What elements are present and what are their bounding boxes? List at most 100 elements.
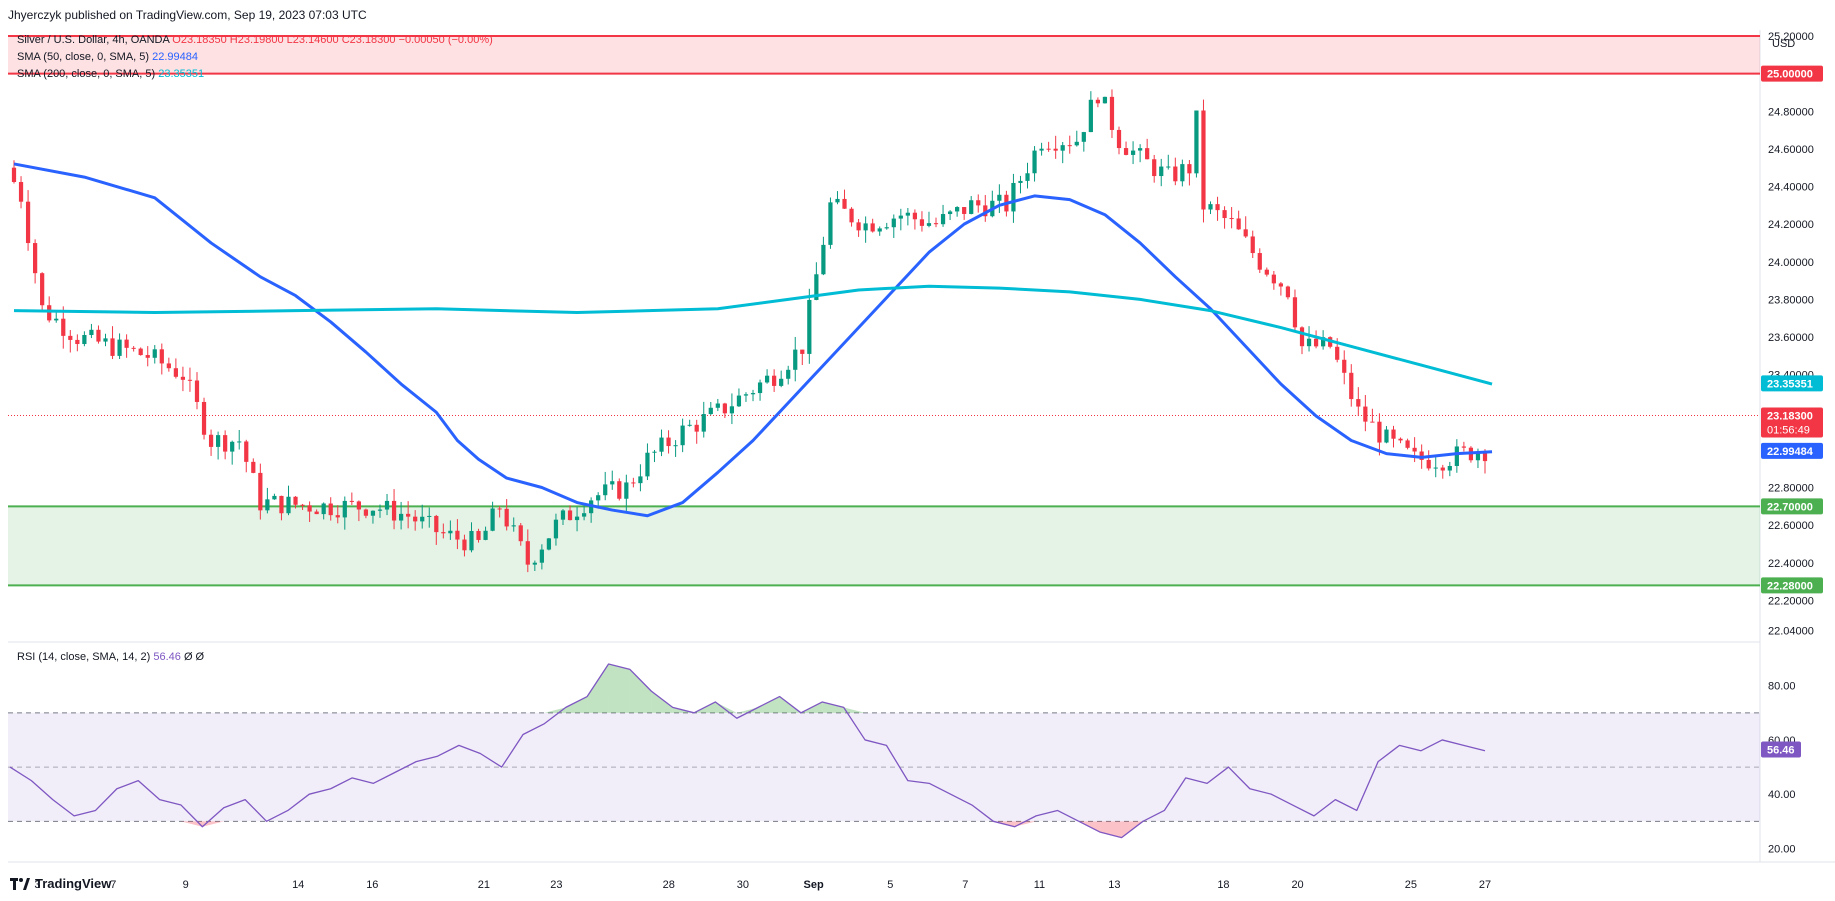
price-tick-label: 24.20000 [1768, 219, 1814, 231]
legend-sma50-row: SMA (50, close, 0, SMA, 5) 22.99484 [17, 51, 198, 63]
price-tick-label: 24.60000 [1768, 144, 1814, 156]
candle-body [1257, 253, 1262, 270]
rsi-overbought-fill [629, 669, 652, 713]
candle-body [469, 530, 474, 551]
rsi-overbought-fill [587, 663, 609, 713]
candle-body [793, 349, 798, 370]
candle-body [1384, 429, 1389, 443]
candle-body [1243, 229, 1248, 237]
candle-body [870, 223, 875, 232]
time-tick-label: 23 [550, 879, 562, 891]
candle-body [427, 515, 432, 517]
candle-body [370, 510, 376, 516]
rsi-overbought-fill [758, 696, 780, 713]
candle-body [708, 407, 713, 415]
candle-body [1278, 283, 1284, 287]
candle-body [884, 227, 889, 229]
rsi-overbought-fill [565, 696, 588, 713]
candle-body [962, 207, 967, 214]
candle-body [539, 549, 544, 563]
candle-body [1060, 145, 1065, 151]
rsi-line [9, 663, 1486, 839]
candle-body [272, 495, 277, 500]
tradingview-brand[interactable]: TradingView [10, 876, 111, 891]
legend-sma200-value: 23.35351 [158, 68, 205, 80]
candle-body [117, 339, 122, 356]
candle-body [905, 212, 910, 216]
candle-body [1116, 129, 1122, 149]
rsi-tick-label: 80.00 [1768, 681, 1796, 693]
candle-body [1285, 286, 1291, 298]
candle-body [279, 495, 284, 514]
price-tick-label: 22.40000 [1768, 558, 1814, 570]
candle-body [1053, 148, 1058, 151]
candle-body [363, 509, 369, 516]
candle-body [237, 441, 242, 443]
candle-body [1088, 99, 1093, 133]
candle-body [1011, 182, 1016, 212]
candle-body [1201, 110, 1206, 210]
legend-sma200-label: SMA (200, close, 0, SMA, 5) [17, 68, 156, 80]
candle-body [919, 219, 925, 226]
candle-body [462, 539, 467, 551]
candle-body [1454, 446, 1459, 466]
legend-rsi-value: 56.46 [153, 651, 181, 663]
candle-body [208, 434, 214, 447]
rsi-overbought-fill [608, 663, 630, 713]
published-header: Jhyerczyk published on TradingView.com, … [8, 8, 367, 22]
candle-body [842, 198, 847, 209]
candle-body [483, 530, 488, 540]
candle-body [328, 503, 333, 516]
candle-body [1123, 148, 1129, 155]
candle-body [448, 530, 453, 534]
candle-body [1180, 164, 1185, 182]
candle-body [1391, 429, 1396, 439]
candle-body [546, 538, 552, 550]
candle-body [511, 525, 516, 527]
candle-body [342, 500, 347, 518]
candle-body [54, 318, 59, 321]
candle-body [1433, 467, 1438, 469]
candle-body [61, 318, 66, 336]
candle-body [1335, 346, 1340, 360]
time-tick-label: Sep [804, 879, 824, 891]
candle-body [1229, 218, 1234, 220]
candle-body [624, 482, 629, 499]
candle-body [159, 349, 164, 364]
rsi-oversold-fill [181, 821, 203, 827]
candle-body [715, 403, 720, 408]
time-tick-label: 27 [1479, 879, 1491, 891]
candle-body [729, 406, 735, 414]
candle-body [75, 339, 80, 345]
tradingview-logo-icon [10, 877, 30, 890]
candle-body [1412, 447, 1417, 452]
candle-body [187, 379, 193, 381]
candle-body [687, 424, 692, 426]
candle-body [391, 500, 397, 521]
candle-body [1447, 465, 1452, 471]
support-lower-price-label: 22.28000 [1767, 580, 1813, 592]
candle-body [1046, 148, 1051, 150]
candle-body [201, 401, 207, 435]
candle-body [490, 508, 495, 531]
candle-body [567, 510, 573, 521]
candle-body [1292, 297, 1298, 328]
candle-body [293, 496, 298, 505]
candle-body [553, 519, 559, 539]
candle-body [596, 495, 601, 501]
legend-sma50-label: SMA (50, close, 0, SMA, 5) [17, 51, 150, 63]
candle-body [1081, 132, 1086, 142]
candle-body [1159, 166, 1164, 177]
candle-body [1370, 421, 1375, 423]
time-tick-label: 14 [292, 879, 304, 891]
candle-body [82, 335, 87, 345]
candle-body [384, 500, 390, 510]
candle-body [1482, 452, 1488, 462]
candle-body [349, 500, 354, 502]
time-tick-label: 20 [1291, 879, 1303, 891]
candle-body [1039, 148, 1044, 151]
candle-body [1321, 337, 1326, 347]
candle-body [1264, 269, 1269, 275]
support-upper-price-label: 22.70000 [1767, 501, 1813, 513]
